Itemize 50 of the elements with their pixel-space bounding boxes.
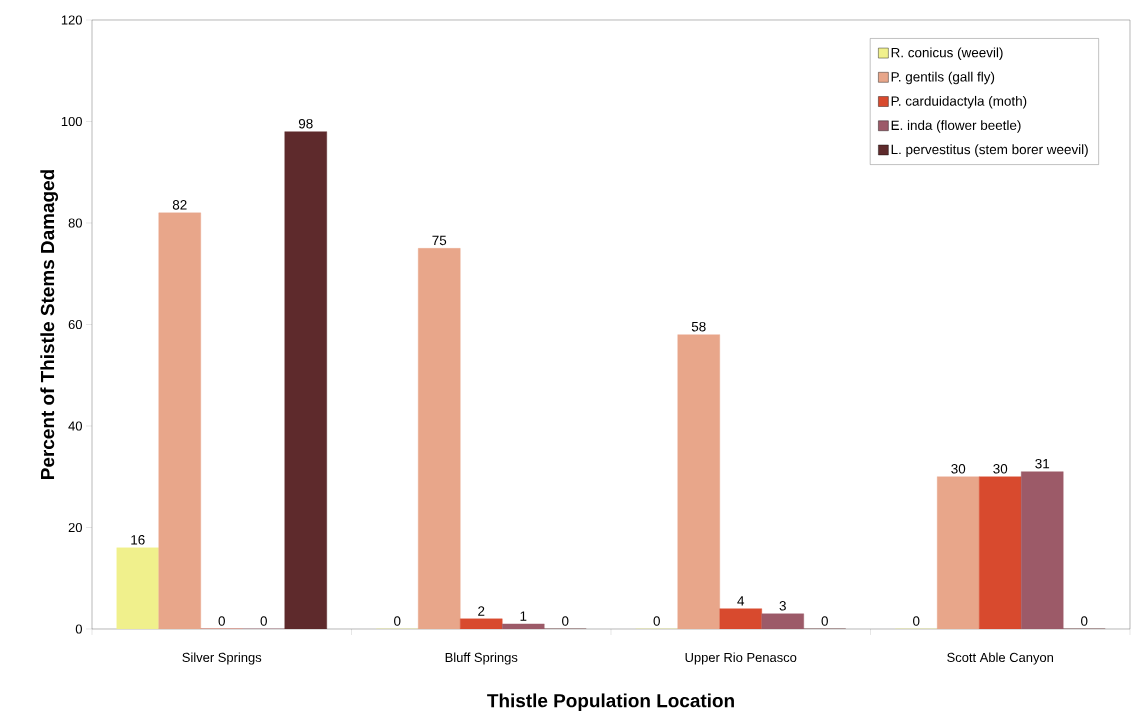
bar — [460, 618, 503, 629]
bar — [937, 476, 980, 629]
y-tick-label: 20 — [68, 522, 82, 532]
data-label: 0 — [1081, 616, 1088, 626]
data-label: 0 — [821, 616, 828, 626]
y-tick-label: 80 — [68, 218, 82, 228]
data-label: 0 — [394, 616, 401, 626]
data-label: 30 — [993, 463, 1008, 474]
bar — [677, 334, 720, 629]
data-label: 82 — [172, 199, 187, 210]
bar — [284, 131, 327, 629]
data-label: 3 — [779, 600, 786, 611]
data-label: 1 — [520, 611, 527, 621]
data-label: 0 — [562, 616, 569, 626]
data-label: 31 — [1035, 458, 1050, 469]
data-label: 58 — [691, 321, 706, 332]
y-tick-label: 120 — [61, 15, 82, 25]
bar — [116, 547, 159, 629]
bar — [761, 613, 804, 629]
data-label: 30 — [951, 463, 966, 474]
data-label: 98 — [298, 118, 313, 129]
x-tick-label: Scott Able Canyon — [947, 652, 1054, 665]
data-label: 0 — [913, 616, 920, 626]
data-label: 4 — [737, 596, 745, 606]
y-tick-label: 60 — [68, 319, 82, 329]
data-label: 16 — [131, 534, 145, 545]
data-label: 75 — [432, 235, 447, 245]
bar — [979, 476, 1022, 629]
bar — [1021, 471, 1064, 629]
data-label: 0 — [218, 616, 225, 626]
x-axis-title: Thistle Population Location — [487, 693, 734, 711]
y-tick-label: 40 — [68, 421, 82, 431]
data-label: 0 — [653, 616, 660, 626]
legend-label: P. gentils (gall fly) — [891, 71, 995, 85]
x-tick-label: Upper Rio Penasco — [685, 652, 797, 665]
y-tick-label: 0 — [75, 624, 82, 634]
y-tick-label: 100 — [61, 116, 82, 126]
data-label: 2 — [478, 606, 485, 616]
data-label: 0 — [260, 616, 267, 626]
x-tick-label: Silver Springs — [182, 652, 262, 665]
legend-label: P. carduidactyla (moth) — [891, 95, 1027, 109]
bar — [418, 247, 461, 629]
bar — [158, 212, 201, 629]
legend-label: E. inda (flower beetle) — [891, 119, 1021, 133]
bar — [502, 623, 545, 629]
legend-label: L. pervestitus (stem borer weevil) — [891, 144, 1088, 157]
x-tick-label: Bluff Springs — [445, 652, 518, 665]
bar — [719, 608, 762, 629]
legend-label: R. conicus (weevil) — [891, 47, 1003, 60]
y-axis-title: Percent of Thistle Stems Damaged — [40, 169, 59, 479]
